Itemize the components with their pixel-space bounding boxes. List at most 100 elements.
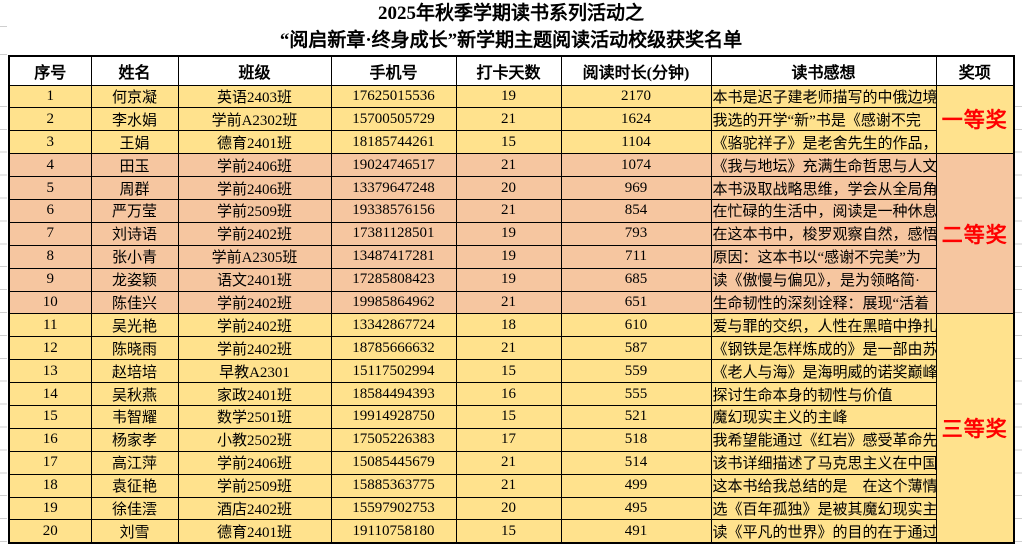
- table-row: 19 徐佳澐 酒店2402班 15597902753 20 495 选《百年孤独》是被其魔幻…: [8, 496, 1014, 521]
- table-row: 14 吴秋燕 家政2401班 18584494393 16 555 探讨生命本身的韧性与价值: [8, 382, 1014, 406]
- cell-minutes: 555: [560, 382, 712, 406]
- cell-phone: 17285808423: [330, 267, 457, 292]
- cell-name: 韦智耀: [90, 404, 179, 429]
- cell-phone: 15700505729: [330, 107, 457, 132]
- cell-days: 20: [455, 176, 562, 200]
- cell-days: 15: [455, 519, 562, 544]
- col-header-serial: 序号: [8, 55, 92, 86]
- table-row: 11 吴光艳 学前2402班 13342867724 18 610 爱与罪的交织，人性在黑暗…: [8, 313, 1015, 544]
- cell-days: 19: [455, 244, 562, 269]
- cell-name: 刘诗语: [90, 221, 179, 246]
- cell-class: 学前2509班: [177, 198, 332, 223]
- cell-serial: 1: [8, 84, 92, 109]
- cell-name: 袁征艳: [90, 473, 179, 498]
- cell-class: 家政2401班: [177, 382, 332, 406]
- cell-note: 这本书给我总结的是 在这个薄情: [710, 473, 937, 498]
- cell-class: 德育2401班: [177, 519, 332, 544]
- table-row: 2 李水娟 学前A2302班 15700505729 21 1624 我选的开学“新”书是《…: [8, 107, 1014, 132]
- cell-minutes: 495: [560, 496, 712, 521]
- cell-minutes: 587: [560, 336, 712, 361]
- cell-days: 21: [455, 290, 562, 315]
- table-row: 15 韦智耀 数学2501班 19914928750 15 521 魔幻现实主义的主峰: [8, 404, 1014, 429]
- cell-note: 在忙碌的生活中，阅读是一种休息: [710, 198, 937, 223]
- cell-days: 19: [455, 267, 562, 292]
- cell-class: 德育2401班: [177, 130, 332, 155]
- table-row: 12 陈晓雨 学前2402班 18785666632 21 587 《钢铁是怎样炼成的》是一…: [8, 336, 1014, 361]
- cell-serial: 7: [8, 221, 92, 246]
- table-row: 1 何京凝 英语2403班 17625015536 19 2170 本书是迟子建老师描写的中…: [8, 84, 1015, 155]
- cell-days: 16: [455, 382, 562, 406]
- cell-days: 20: [455, 496, 562, 521]
- cell-name: 田玉: [90, 153, 179, 178]
- cell-serial: 8: [8, 244, 92, 269]
- cell-minutes: 711: [560, 244, 712, 269]
- cell-class: 学前2402班: [177, 313, 332, 338]
- table-header-row: 序号 姓名 班级 手机号 打卡天数 阅读时长(分钟) 读书感想 奖项: [8, 55, 1015, 86]
- cell-days: 21: [455, 473, 562, 498]
- cell-minutes: 651: [560, 290, 712, 315]
- table-row: 6 严万莹 学前2509班 19338576156 21 854 在忙碌的生活中，阅读是一种…: [8, 198, 1014, 223]
- cell-name: 陈晓雨: [90, 336, 179, 361]
- cell-days: 15: [455, 404, 562, 429]
- cell-class: 数学2501班: [177, 404, 332, 429]
- cell-days: 21: [455, 107, 562, 132]
- cell-minutes: 610: [560, 313, 712, 338]
- cell-name: 何京凝: [90, 84, 179, 109]
- gridline-strip-left: [0, 84, 7, 542]
- cell-minutes: 685: [560, 267, 712, 292]
- cell-name: 严万莹: [90, 198, 179, 223]
- cell-class: 学前2509班: [177, 473, 332, 498]
- cell-serial: 16: [8, 427, 92, 452]
- cell-class: 小教2502班: [177, 427, 332, 452]
- cell-note: 本书汲取战略思维，学会从全局角: [710, 176, 937, 200]
- cell-minutes: 1624: [560, 107, 712, 132]
- cell-name: 赵培培: [90, 359, 179, 384]
- cell-class: 学前2402班: [177, 336, 332, 361]
- table-row: 10 陈佳兴 学前2402班 19985864962 21 651 生命韧性的深刻诠释：展现…: [8, 290, 1014, 315]
- cell-minutes: 1104: [560, 130, 712, 155]
- table-row: 4 田玉 学前2406班 19024746517 21 1074 《我与地坛》充满生命哲思与…: [8, 153, 1015, 315]
- cell-note: 《老人与海》是海明威的诺奖巅峰: [710, 359, 937, 384]
- cell-class: 酒店2402班: [177, 496, 332, 521]
- cell-name: 杨家孝: [90, 427, 179, 452]
- cell-note: 我希望能通过《红岩》感受革命先: [710, 427, 937, 452]
- cell-minutes: 793: [560, 221, 712, 246]
- cell-phone: 15885363775: [330, 473, 457, 498]
- cell-minutes: 969: [560, 176, 712, 200]
- cell-serial: 20: [8, 519, 92, 544]
- cell-phone: 19110758180: [330, 519, 457, 544]
- cell-phone: 18185744261: [330, 130, 457, 155]
- cell-class: 语文2401班: [177, 267, 332, 292]
- cell-phone: 19024746517: [330, 153, 457, 178]
- cell-class: 学前2402班: [177, 221, 332, 246]
- cell-days: 19: [455, 221, 562, 246]
- cell-minutes: 854: [560, 198, 712, 223]
- cell-class: 英语2403班: [177, 84, 332, 109]
- cell-name: 高江萍: [90, 450, 179, 475]
- cell-serial: 10: [8, 290, 92, 315]
- cell-minutes: 1074: [560, 153, 712, 178]
- cell-serial: 13: [8, 359, 92, 384]
- cell-note: 原因：这本书以“感谢不完美”为: [710, 244, 937, 269]
- cell-phone: 13487417281: [330, 244, 457, 269]
- cell-phone: 15117502994: [330, 359, 457, 384]
- cell-phone: 18785666632: [330, 336, 457, 361]
- cell-note: 爱与罪的交织，人性在黑暗中挣扎: [710, 313, 937, 338]
- awards-table: 序号 姓名 班级 手机号 打卡天数 阅读时长(分钟) 读书感想 奖项 1 何京凝英…: [8, 55, 1015, 544]
- cell-minutes: 559: [560, 359, 712, 384]
- cell-minutes: 491: [560, 519, 712, 544]
- col-header-days: 打卡天数: [455, 55, 562, 86]
- cell-phone: 15085445679: [330, 450, 457, 475]
- cell-phone: 18584494393: [330, 382, 457, 406]
- cell-note: 《我与地坛》充满生命哲思与人文: [710, 153, 937, 178]
- cell-note: 《骆驼祥子》是老舍先生的作品，: [710, 130, 937, 155]
- cell-class: 学前A2305班: [177, 244, 332, 269]
- cell-note: 该书详细描述了马克思主义在中国: [710, 450, 937, 475]
- cell-minutes: 521: [560, 404, 712, 429]
- col-header-name: 姓名: [90, 55, 179, 86]
- cell-name: 吴光艳: [90, 313, 179, 338]
- table-row: 13 赵培培 早教A2301 15117502994 15 559 《老人与海》是海明威的诺…: [8, 359, 1014, 384]
- table-row: 20 刘雪 德育2401班 19110758180 15 491 读《平凡的世界》的目的在于…: [8, 519, 1014, 544]
- cell-note: 探讨生命本身的韧性与价值: [710, 382, 937, 406]
- cell-class: 学前A2302班: [177, 107, 332, 132]
